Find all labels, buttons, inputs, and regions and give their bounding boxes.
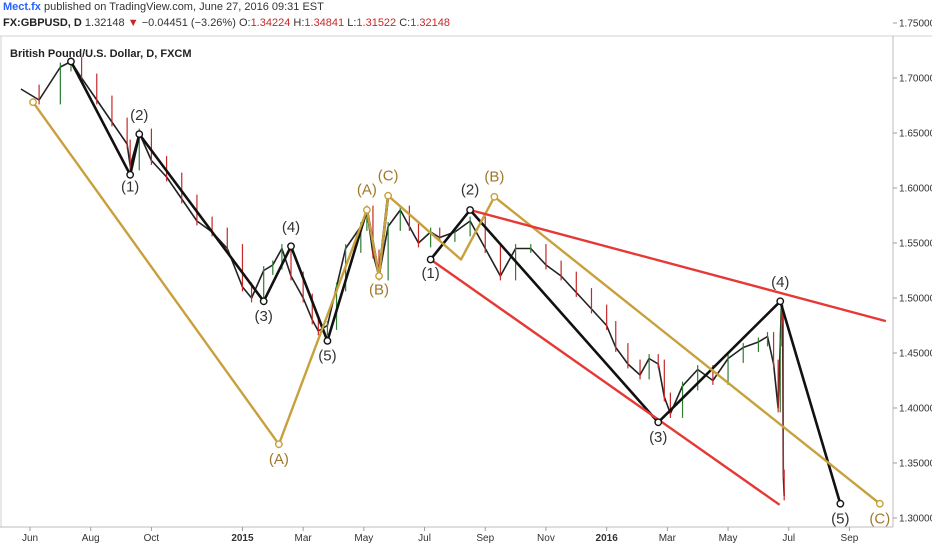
wave-pivot-marker [29,98,37,107]
time-tick-label: Jul [782,533,795,544]
wave-pivot-marker [836,499,845,508]
wave-label: (2) [461,182,479,199]
wave-label: (5) [318,348,336,365]
down-arrow-icon: ▼ [127,17,139,29]
wave-pivot-marker [384,191,393,200]
time-tick-label: Jul [418,533,431,544]
published-text: published on TradingView.com, June 27, 2… [43,1,324,13]
wave-pivot-marker [466,206,474,214]
wave-label: (A) [269,451,289,468]
price-axis[interactable]: 1.75000 1.70000 1.65000 1.60000 1.55000 1.500… [893,19,932,525]
wave-pivot-marker [259,297,268,306]
wave-pivot-marker [126,170,135,179]
close-value: 1.32148 [410,17,450,29]
price-tick-label: 1.65000 [899,129,932,140]
red-channel-top-line [469,208,887,323]
wave-pivot-marker [323,336,332,345]
chart-title: British Pound/U.S. Dollar, D, FXCM [10,48,192,60]
time-tick-label: 2015 [231,533,254,544]
time-tick-label: Jun [22,533,38,544]
time-tick-label: Nov [537,533,555,544]
wave-label: (2) [130,107,148,124]
gold-abc-line [32,101,881,505]
wave-label: (4) [771,274,789,291]
wave-label: (3) [255,308,273,325]
time-tick-label: Oct [144,533,160,544]
price-tick-label: 1.30000 [899,514,932,525]
open-value: 1.34224 [250,17,291,29]
wave-label: (4) [282,219,300,236]
price-tick-label: 1.55000 [899,239,932,250]
symbol-label[interactable]: FX:GBPUSD, D [3,17,82,29]
wave-label: (A) [357,182,377,199]
time-tick-label: Mar [659,533,677,544]
time-tick-label: 2016 [596,533,619,544]
wave-pivot-marker [875,499,884,508]
price-tick-label: 1.35000 [899,459,932,470]
price-tick-label: 1.45000 [899,349,932,360]
price-tick-label: 1.60000 [899,184,932,195]
wave-pivot-marker [776,297,785,306]
wave-label: (C) [869,511,890,528]
wave-pivot-marker [135,130,144,139]
wave-pivot-marker [362,206,371,214]
high-value: 1.34841 [304,17,345,29]
wave-label: (5) [831,511,849,528]
wave-label: (B) [484,168,504,185]
publish-line: Mect.fx published on TradingView.com, Ju… [3,1,324,13]
price-change: −0.04451 (−3.26%) [141,17,236,29]
wave-pivots [29,57,884,508]
wave-labels: (2) (1) (4) (3) (5) (A) (B) (C) (1) (2) (B) (A) (3) (… [121,107,890,528]
close-label: C: [399,17,411,29]
wave-pivot-marker [274,440,283,449]
price-tick-label: 1.70000 [899,74,932,85]
wave-pivot-marker [287,242,295,251]
wave-label: (3) [649,429,667,446]
time-axis[interactable]: Jun Aug Oct 2015 Mar May Jul Sep Nov 2016 Mar May Ju… [22,527,859,544]
price-tick-label: 1.75000 [899,19,932,30]
wave-label: (1) [421,265,439,282]
time-tick-label: Mar [295,533,313,544]
time-tick-label: Sep [476,533,494,544]
time-tick-label: Sep [841,533,859,544]
time-tick-label: Aug [82,533,100,544]
wave-label: (1) [121,178,139,195]
red-channel-bottom-line [429,258,781,506]
wave-pivot-marker [375,272,383,280]
symbol-line: FX:GBPUSD, D 1.32148 ▼ −0.04451 (−3.26%)… [3,17,450,29]
open-label: O: [238,17,251,29]
time-tick-label: May [354,533,373,544]
wave-lines [32,60,887,506]
wave-pivot-marker [426,255,435,264]
price-tick-label: 1.40000 [899,404,932,415]
wave-pivot-marker [654,418,663,427]
low-label: L: [347,17,357,29]
black-impulse-1-line [69,60,390,343]
time-tick-label: May [719,533,738,544]
publisher-link[interactable]: Mect.fx [3,1,41,13]
wave-pivot-marker [490,192,499,201]
wave-label: (B) [369,282,389,299]
last-price: 1.32148 [84,17,125,29]
wave-label: (C) [378,167,399,184]
price-line [20,60,785,497]
price-tick-label: 1.50000 [899,294,932,305]
low-value: 1.31522 [356,17,397,29]
high-label: H: [293,17,305,29]
wave-pivot-marker [67,57,75,66]
